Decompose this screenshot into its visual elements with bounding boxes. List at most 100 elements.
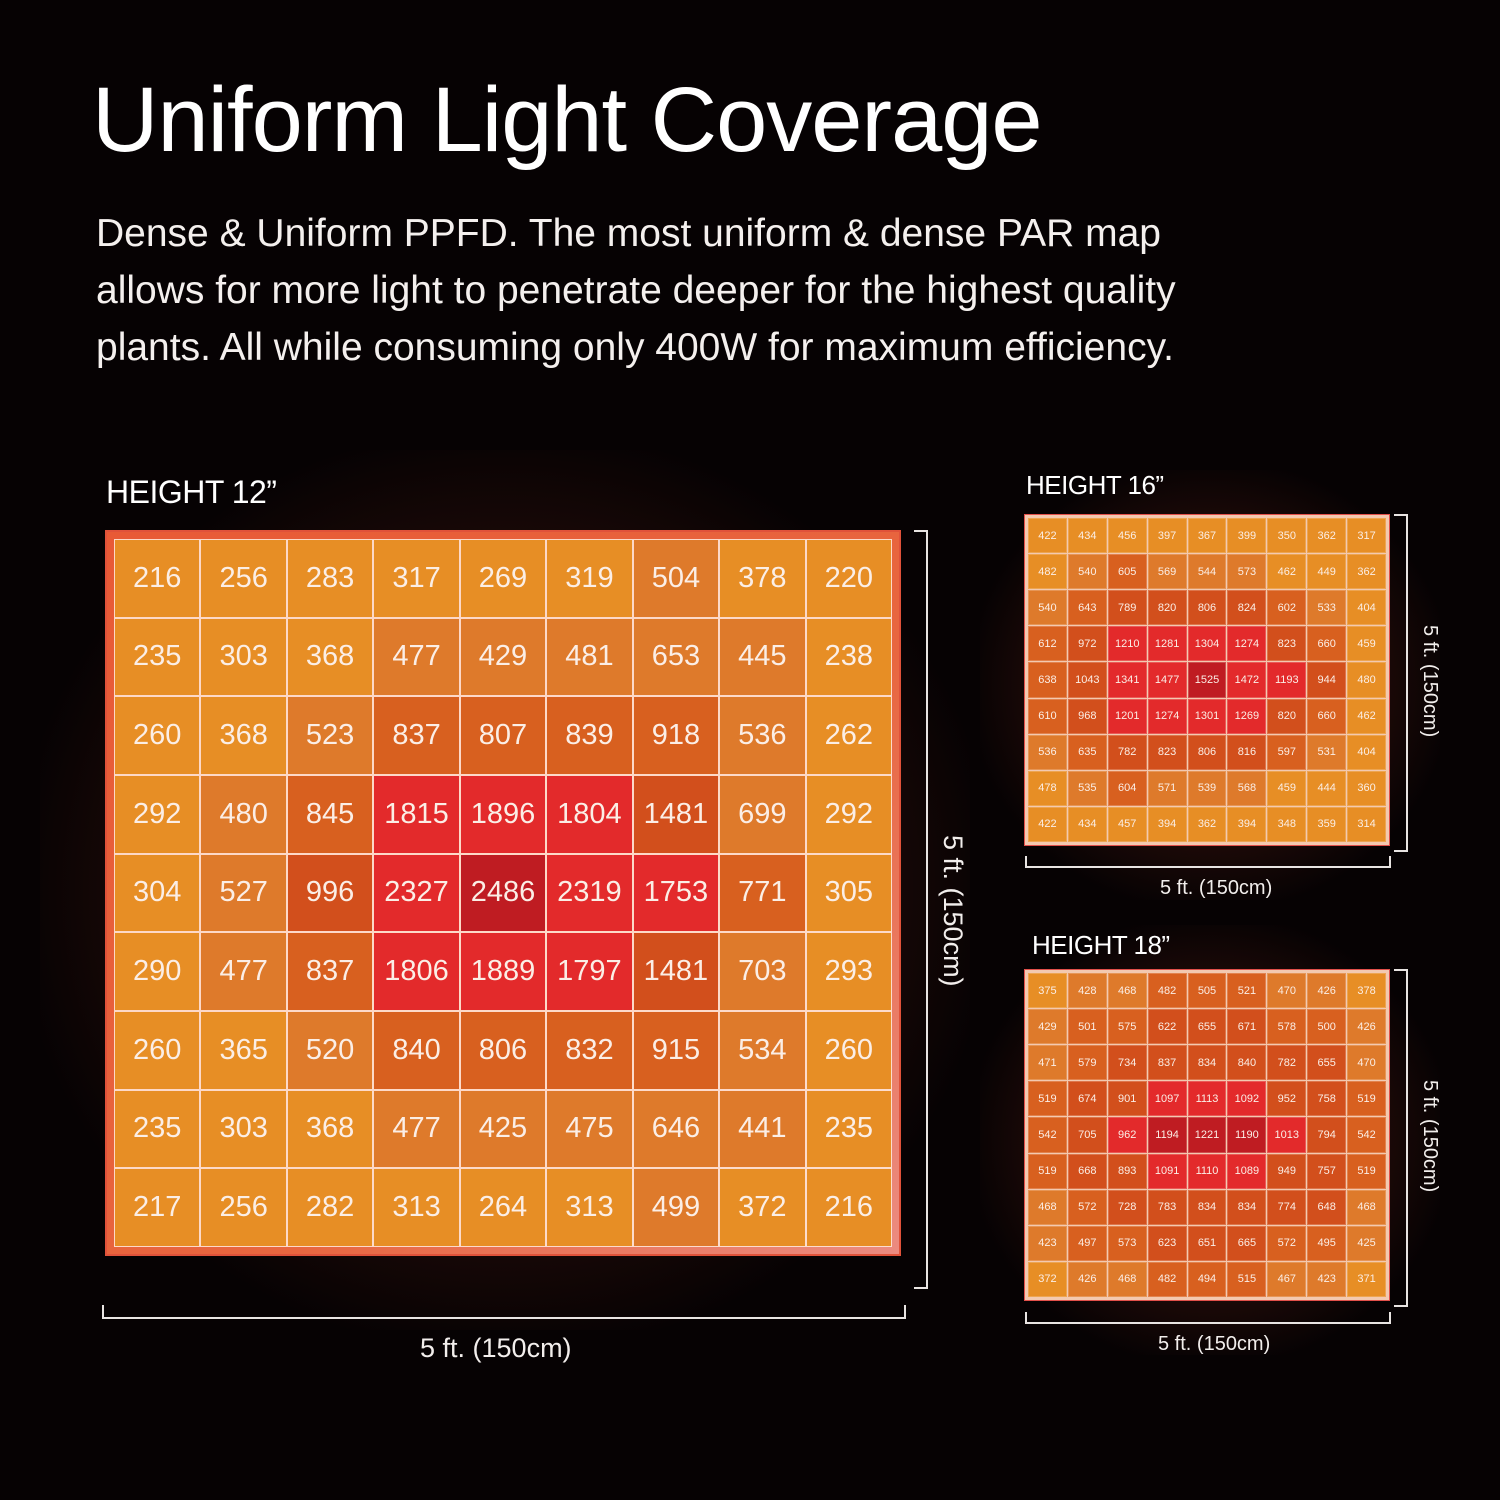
heatmap-cell: 480 [1347, 662, 1386, 698]
heatmap-cell: 521 [1227, 973, 1267, 1009]
heatmap-cell: 893 [1107, 1153, 1147, 1189]
heatmap-cell: 235 [113, 617, 201, 697]
heatmap-cell: 660 [1307, 626, 1347, 662]
heatmap-cell: 444 [1307, 770, 1347, 806]
heatmap-cell: 996 [286, 853, 374, 933]
heatmap-cell: 1221 [1187, 1117, 1227, 1153]
heatmap-height-18: 375 428 468 482 505 521 470 426 378 429 501 575 622 6… [1024, 969, 1390, 1301]
heatmap-cell: 515 [1227, 1261, 1267, 1297]
heatmap-cell: 470 [1267, 973, 1307, 1009]
heatmap-cell: 2319 [546, 853, 633, 933]
heatmap-cell: 968 [1067, 698, 1107, 734]
heatmap-cell: 1525 [1187, 662, 1227, 698]
heatmap-cell: 605 [1107, 554, 1147, 590]
heatmap-cell: 834 [1227, 1189, 1267, 1225]
heatmap-cell: 604 [1107, 770, 1147, 806]
heatmap-cell: 368 [286, 617, 374, 697]
heatmap-cell: 571 [1147, 770, 1187, 806]
heatmap-cell: 782 [1107, 734, 1147, 770]
heatmap-cell: 674 [1067, 1081, 1107, 1117]
heatmap-cell: 262 [805, 696, 892, 775]
heatmap-cell: 572 [1267, 1225, 1307, 1261]
heatmap-cell: 824 [1227, 590, 1267, 626]
heatmap-cell: 216 [805, 1168, 892, 1247]
heatmap-cell: 1013 [1267, 1117, 1307, 1153]
heatmap-cell: 527 [200, 853, 287, 933]
heatmap-cell: 597 [1267, 734, 1307, 770]
heatmap-cell: 1806 [373, 932, 460, 1011]
width-bracket-18 [1025, 1312, 1391, 1324]
heatmap-cell: 783 [1147, 1189, 1187, 1225]
heatmap-cell: 501 [1067, 1009, 1107, 1045]
heatmap-cell: 497 [1067, 1225, 1107, 1261]
heatmap-cell: 1269 [1227, 698, 1267, 734]
heatmap-cell: 535 [1067, 770, 1107, 806]
heatmap-cell: 220 [805, 539, 892, 618]
heatmap-cell: 837 [1147, 1045, 1187, 1081]
heatmap-cell: 269 [459, 539, 547, 618]
heatmap-cell: 1097 [1147, 1081, 1187, 1117]
heatmap-cell: 533 [1307, 590, 1347, 626]
heatmap-height-16: 422 434 456 397 367 399 350 362 317 482 540 605 569 5… [1024, 514, 1390, 846]
heatmap-cell: 375 [1028, 973, 1067, 1009]
heatmap-cell: 519 [1347, 1081, 1386, 1117]
heatmap-cell: 832 [546, 1010, 633, 1090]
heatmap-cell: 477 [373, 617, 460, 697]
heatmap-cell: 505 [1187, 973, 1227, 1009]
heatmap-cell: 235 [113, 1089, 201, 1169]
heatmap-cell: 1477 [1147, 662, 1187, 698]
heatmap-cell: 434 [1067, 806, 1107, 842]
heatmap-cell: 660 [1307, 698, 1347, 734]
heatmap-cell: 371 [1347, 1261, 1386, 1297]
heatmap-cell: 823 [1267, 626, 1307, 662]
heatmap-cell: 1194 [1147, 1117, 1187, 1153]
heatmap-cell: 290 [113, 932, 201, 1011]
heatmap-cell: 1092 [1227, 1081, 1267, 1117]
width-dimension-label-16: 5 ft. (150cm) [1160, 877, 1273, 899]
heatmap-cell: 1193 [1267, 662, 1307, 698]
heatmap-cell: 519 [1347, 1153, 1386, 1189]
heatmap-cell: 423 [1307, 1261, 1347, 1297]
heatmap-cell: 1089 [1227, 1153, 1267, 1189]
heatmap-cell: 1341 [1107, 662, 1147, 698]
heatmap-cell: 1190 [1227, 1117, 1267, 1153]
heatmap-cell: 470 [1347, 1045, 1386, 1081]
heatmap-cell: 426 [1347, 1009, 1386, 1045]
width-bracket-12 [102, 1305, 906, 1319]
heatmap-cell: 949 [1267, 1153, 1307, 1189]
heatmap-cell: 404 [1347, 734, 1386, 770]
heatmap-cell: 807 [459, 696, 547, 775]
heatmap-cell: 573 [1107, 1225, 1147, 1261]
heatmap-cell: 260 [113, 696, 201, 775]
heatmap-cell: 610 [1028, 698, 1067, 734]
heatmap-cell: 665 [1227, 1225, 1267, 1261]
heatmap-cell: 394 [1147, 806, 1187, 842]
heatmap-cell: 823 [1147, 734, 1187, 770]
heatmap-cell: 359 [1307, 806, 1347, 842]
heatmap-cell: 837 [286, 932, 374, 1011]
heatmap-cell: 568 [1227, 770, 1267, 806]
heatmap-cell: 602 [1267, 590, 1307, 626]
heatmap-cell: 539 [1187, 770, 1227, 806]
heatmap-cell: 655 [1187, 1009, 1227, 1045]
heatmap-cell: 638 [1028, 662, 1067, 698]
heatmap-cell: 1113 [1187, 1081, 1227, 1117]
heatmap-cell: 758 [1307, 1081, 1347, 1117]
heatmap-cell: 839 [546, 696, 633, 775]
heatmap-cell: 1091 [1147, 1153, 1187, 1189]
panel-label-height-12: HEIGHT 12” [106, 474, 277, 510]
panel-label-height-16: HEIGHT 16” [1026, 470, 1164, 500]
heatmap-cell: 536 [1028, 734, 1067, 770]
heatmap-cell: 962 [1107, 1117, 1147, 1153]
heatmap-cell: 622 [1147, 1009, 1187, 1045]
heatmap-cell: 840 [1227, 1045, 1267, 1081]
heatmap-cell: 1304 [1187, 626, 1227, 662]
heatmap-cell: 471 [1028, 1045, 1067, 1081]
heatmap-cell: 462 [1347, 698, 1386, 734]
heatmap-cell: 520 [286, 1010, 374, 1090]
heatmap-cell: 399 [1227, 518, 1267, 554]
heatmap-cell: 542 [1347, 1117, 1386, 1153]
heatmap-cell: 1815 [373, 774, 460, 854]
heatmap-cell: 648 [1307, 1189, 1347, 1225]
heatmap-cell: 217 [113, 1168, 201, 1247]
